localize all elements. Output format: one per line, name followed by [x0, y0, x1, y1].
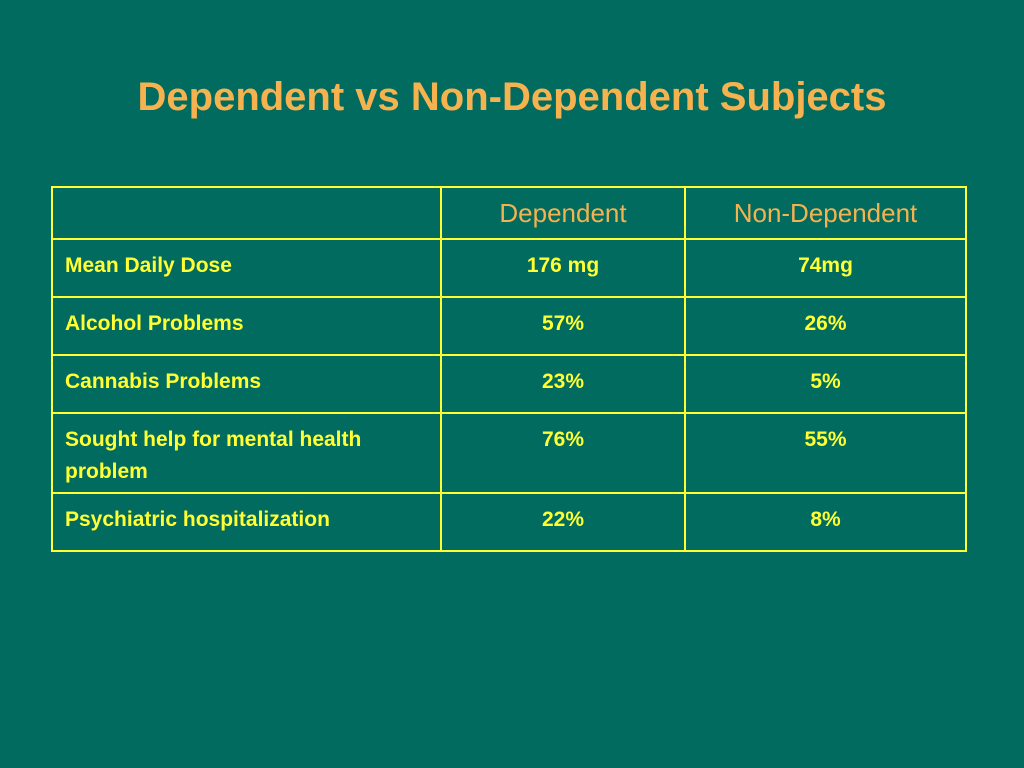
non-dependent-value: 5% — [684, 354, 967, 414]
row-label: Psychiatric hospitalization — [51, 492, 442, 552]
table-header-row: Dependent Non-Dependent — [51, 186, 967, 240]
non-dependent-value: 8% — [684, 492, 967, 552]
table-row: Sought help for mental health problem 76… — [51, 412, 967, 494]
table-row: Psychiatric hospitalization 22% 8% — [51, 492, 967, 552]
non-dependent-value: 74mg — [684, 238, 967, 298]
row-label: Mean Daily Dose — [51, 238, 442, 298]
row-label: Cannabis Problems — [51, 354, 442, 414]
table-row: Alcohol Problems 57% 26% — [51, 296, 967, 356]
header-cell-dependent: Dependent — [440, 186, 686, 240]
slide-title: Dependent vs Non-Dependent Subjects — [137, 75, 887, 119]
dependent-value: 76% — [440, 412, 686, 494]
row-label: Sought help for mental health problem — [51, 412, 442, 494]
non-dependent-value: 55% — [684, 412, 967, 494]
non-dependent-value: 26% — [684, 296, 967, 356]
header-cell-empty — [51, 186, 442, 240]
row-label: Alcohol Problems — [51, 296, 442, 356]
dependent-value: 176 mg — [440, 238, 686, 298]
header-cell-non-dependent: Non-Dependent — [684, 186, 967, 240]
dependent-value: 57% — [440, 296, 686, 356]
table-row: Cannabis Problems 23% 5% — [51, 354, 967, 414]
dependent-value: 22% — [440, 492, 686, 552]
comparison-table: Dependent Non-Dependent Mean Daily Dose … — [51, 186, 967, 552]
dependent-value: 23% — [440, 354, 686, 414]
table-row: Mean Daily Dose 176 mg 74mg — [51, 238, 967, 298]
